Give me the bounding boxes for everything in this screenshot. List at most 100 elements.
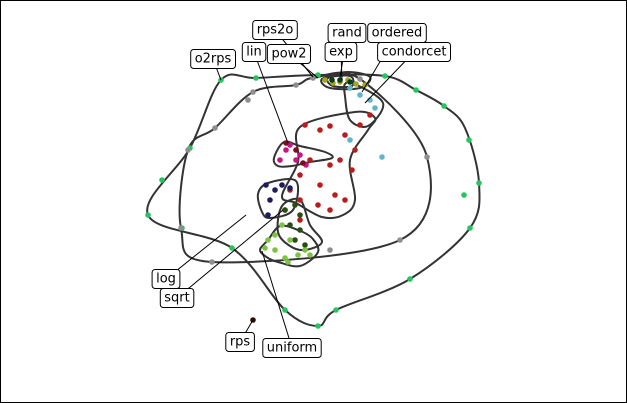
point-o2rps [413, 87, 419, 93]
point-condorcet [379, 154, 385, 160]
leader-sqrt [188, 209, 284, 289]
point-sqrt [292, 237, 298, 243]
point-pow2 [317, 127, 323, 133]
point-pow2 [317, 182, 323, 188]
leader-rps [245, 319, 254, 333]
point-pow2 [302, 122, 308, 128]
hull-log [256, 178, 300, 220]
label-text-sqrt: sqrt [164, 291, 189, 306]
point-sqrt [287, 222, 293, 228]
point-log [287, 185, 293, 191]
point-rps2o [185, 147, 191, 153]
label-rps: rps [225, 332, 255, 352]
point-log [279, 182, 285, 188]
point-pow2 [332, 192, 338, 198]
point-pow2 [297, 197, 303, 203]
point-pow2 [352, 147, 358, 153]
point-rps2o [357, 76, 363, 82]
point-rand [322, 77, 328, 83]
label-box-condorcet [377, 42, 452, 62]
point-rps2o [250, 89, 256, 95]
point-lin [293, 147, 299, 153]
point-ordered [283, 147, 289, 153]
point-log [263, 182, 269, 188]
label-lin: lin [241, 42, 267, 62]
label-log: log [151, 269, 181, 289]
label-rand: rand [327, 23, 367, 43]
point-uniform [262, 245, 268, 251]
point-rand [362, 82, 368, 88]
point-condorcet [347, 137, 353, 143]
label-box-lin [241, 42, 267, 62]
point-o2rps [159, 177, 165, 183]
point-uniform [279, 222, 285, 228]
point-ordered [297, 152, 303, 158]
label-text-o2rps: o2rps [195, 52, 232, 67]
label-box-sqrt [159, 288, 195, 308]
label-box-o2rps [190, 49, 236, 69]
label-box-rps2o [252, 20, 298, 40]
point-condorcet [347, 85, 353, 91]
hull-uniform [259, 224, 320, 268]
point-o2rps [229, 245, 235, 251]
leader-log [177, 214, 247, 270]
label-exp: exp [324, 42, 358, 62]
point-o2rps [282, 307, 288, 313]
label-layer: o2rps rps2o pow2 rand exp ordered condorcet lin… [151, 20, 452, 358]
point-sqrt [282, 207, 288, 213]
label-text-lin: lin [246, 45, 261, 60]
label-o2rps: o2rps [190, 49, 236, 69]
point-rps2o [424, 154, 430, 160]
point-uniform [285, 259, 291, 265]
point-pow2 [349, 167, 355, 173]
point-sqrt [297, 212, 303, 218]
point-o2rps [145, 212, 151, 218]
label-condorcet: condorcet [377, 42, 452, 62]
leader-pow2 [300, 63, 319, 79]
label-sqrt: sqrt [159, 288, 195, 308]
label-text-ordered: ordered [372, 26, 423, 41]
point-log [265, 212, 271, 218]
label-text-rps2o: rps2o [257, 23, 294, 38]
leader-condorcet [364, 61, 406, 104]
point-o2rps [476, 180, 482, 186]
point-o2rps [333, 307, 339, 313]
point-ordered [277, 157, 283, 163]
point-pow2 [307, 157, 313, 163]
point-o2rps [253, 75, 259, 81]
point-pow2 [367, 112, 373, 118]
label-text-rand: rand [332, 26, 362, 41]
point-rps2o [178, 225, 184, 231]
point-layer [145, 72, 482, 329]
point-uniform [272, 247, 278, 253]
point-rps2o [327, 247, 333, 253]
point-uniform [307, 252, 313, 258]
point-condorcet [357, 92, 363, 98]
point-rps2o [310, 75, 316, 81]
label-box-rps [225, 332, 255, 352]
point-rps2o [209, 259, 215, 265]
point-pow2 [342, 132, 348, 138]
point-rps2o [293, 82, 299, 88]
hull-o2rps [146, 73, 481, 327]
point-pow2 [297, 172, 303, 178]
label-pow2: pow2 [266, 44, 311, 64]
point-exp [337, 77, 343, 83]
point-pow2 [327, 207, 333, 213]
leader-exp [340, 61, 343, 81]
point-rps2o [397, 237, 403, 243]
point-sqrt [302, 242, 308, 248]
label-text-uniform: uniform [267, 341, 317, 356]
point-o2rps [315, 323, 321, 329]
hull-rand [320, 70, 372, 91]
hull-layer [146, 70, 481, 327]
label-ordered: ordered [367, 23, 427, 43]
label-box-exp [324, 42, 358, 62]
point-lin [300, 160, 306, 166]
leader-lin [257, 61, 289, 144]
point-log [267, 197, 273, 203]
hull-exp [326, 74, 355, 89]
point-uniform [302, 247, 308, 253]
point-condorcet [372, 105, 378, 111]
